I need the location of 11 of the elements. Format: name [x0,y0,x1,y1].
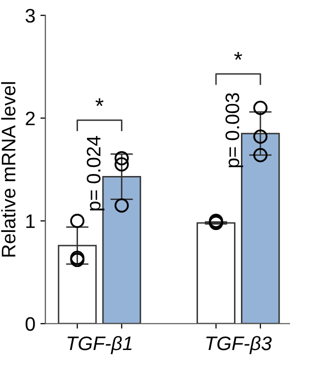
y-tick-label: 0 [26,317,35,331]
y-tick-label: 2 [26,112,35,126]
y-tick-label: 3 [26,8,35,23]
annotation: * [96,98,104,106]
annotation: p= 0.024 [86,136,104,210]
annotation: * [234,52,242,60]
x-tick-label: TGF-β1 [68,336,132,354]
x-tick-label: TGF-β3 [206,336,272,354]
annotation: p= 0.003 [225,93,244,168]
y-tick-label: 1 [26,214,35,228]
y-axis-title: Relative mRNA level [1,82,16,257]
